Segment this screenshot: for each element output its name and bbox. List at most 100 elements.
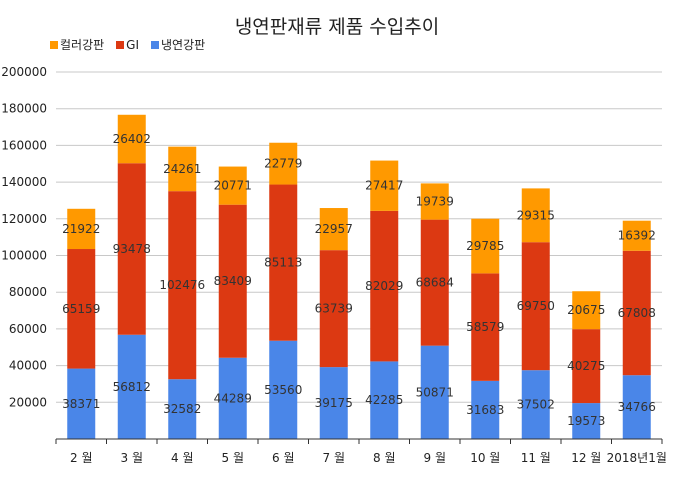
- bar-segment: [370, 210, 399, 362]
- bar-segment: [117, 163, 146, 335]
- legend-item-color-steel[interactable]: 컬러강판: [50, 36, 104, 53]
- x-tick-label: 7 월: [323, 451, 346, 465]
- data-label: 42285: [365, 393, 403, 407]
- data-label: 21922: [62, 222, 100, 236]
- legend-swatch-gi: [116, 40, 125, 49]
- x-tick-label: 6 월: [272, 451, 295, 465]
- y-tick-label: 160000: [1, 138, 47, 152]
- data-label: 26402: [113, 132, 151, 146]
- y-tick-label: 200000: [1, 65, 47, 79]
- y-tick-label: 180000: [1, 102, 47, 116]
- bar-segment: [269, 184, 298, 341]
- bar-segment: [168, 146, 197, 192]
- data-label: 19739: [416, 195, 454, 209]
- bar-segment: [622, 220, 651, 251]
- data-label: 63739: [315, 302, 353, 316]
- data-label: 34766: [618, 400, 656, 414]
- legend-item-gi[interactable]: GI: [116, 36, 139, 53]
- data-label: 31683: [466, 403, 504, 417]
- data-label: 56812: [113, 380, 151, 394]
- legend-label: GI: [126, 37, 140, 52]
- data-label: 50871: [416, 385, 454, 399]
- data-label: 20771: [214, 179, 252, 193]
- data-label: 29315: [517, 208, 555, 222]
- data-label: 67808: [618, 306, 656, 320]
- data-label: 102476: [159, 278, 205, 292]
- x-tick-label: 10 월: [470, 451, 500, 465]
- bar-segment: [168, 191, 197, 380]
- bar-segment: [521, 370, 550, 439]
- legend-label: 컬러강판: [60, 38, 105, 52]
- y-tick-label: 40000: [9, 359, 47, 373]
- bar-segment: [622, 250, 651, 376]
- data-label: 44289: [214, 391, 252, 405]
- data-label: 22957: [315, 222, 353, 236]
- x-tick-label: 11 월: [521, 451, 551, 465]
- legend-swatch-cold-rolled: [151, 40, 160, 49]
- data-label: 32582: [163, 402, 201, 416]
- data-label: 65159: [62, 302, 100, 316]
- bar-segment: [471, 380, 500, 439]
- bar-segment: [168, 379, 197, 439]
- data-label: 93478: [113, 242, 151, 256]
- bar-segment: [269, 142, 298, 185]
- x-tick-label: 4 월: [171, 451, 194, 465]
- data-label: 24261: [163, 162, 201, 176]
- data-label: 20675: [567, 303, 605, 317]
- bar-segment: [572, 329, 601, 404]
- y-tick-label: 120000: [1, 212, 47, 226]
- data-label: 39175: [315, 396, 353, 410]
- bar-segment: [67, 249, 96, 369]
- bar-segment: [370, 361, 399, 439]
- x-tick-label: 5 월: [222, 451, 245, 465]
- y-tick-label: 80000: [9, 285, 47, 299]
- data-label: 69750: [517, 299, 555, 313]
- bar-segment: [218, 204, 247, 358]
- bar-segment: [319, 250, 348, 368]
- bar-segment: [420, 183, 449, 220]
- bar-segment: [572, 403, 601, 439]
- data-label: 53560: [264, 383, 302, 397]
- legend-item-cold-rolled[interactable]: 냉연강판: [151, 36, 205, 53]
- bar-segment: [471, 273, 500, 381]
- data-label: 27417: [365, 179, 403, 193]
- x-tick-label: 8 월: [373, 451, 396, 465]
- data-label: 85113: [264, 256, 302, 270]
- bar-segment: [319, 208, 348, 251]
- bar-segment: [471, 218, 500, 274]
- data-label: 29785: [466, 239, 504, 253]
- bar-segment: [521, 242, 550, 371]
- x-tick-label: 2 월: [70, 451, 93, 465]
- bar-segment: [319, 367, 348, 439]
- legend-label: 냉연강판: [161, 38, 206, 52]
- data-label: 38371: [62, 397, 100, 411]
- legend-swatch-color-steel: [50, 40, 58, 49]
- x-tick-label: 9 월: [424, 451, 447, 465]
- data-label: 16392: [618, 229, 656, 243]
- data-label: 58579: [466, 320, 504, 334]
- bar-segment: [218, 166, 247, 205]
- bar-segment: [218, 357, 247, 439]
- legend: 컬러강판 GI 냉연강판: [50, 36, 205, 53]
- data-label: 19573: [567, 414, 605, 428]
- bar-segment: [420, 219, 449, 346]
- bar-segment: [67, 208, 96, 250]
- data-label: 40275: [567, 359, 605, 373]
- y-tick-label: 60000: [9, 322, 47, 336]
- y-tick-label: 20000: [9, 395, 47, 409]
- bar-segment: [622, 375, 651, 439]
- data-label: 22779: [264, 157, 302, 171]
- data-label: 83409: [214, 274, 252, 288]
- bar-segment: [117, 334, 146, 439]
- bar-segment: [572, 291, 601, 330]
- y-tick-label: 100000: [1, 249, 47, 263]
- data-label: 68684: [416, 276, 454, 290]
- bar-segment: [521, 188, 550, 243]
- bar-segment: [67, 368, 96, 439]
- x-tick-label: 12 월: [571, 451, 601, 465]
- bar-segment: [370, 160, 399, 211]
- data-label: 82029: [365, 279, 403, 293]
- bar-segment: [269, 340, 298, 439]
- x-tick-label: 3 월: [121, 451, 144, 465]
- x-tick-label: 2018년1월: [607, 451, 667, 465]
